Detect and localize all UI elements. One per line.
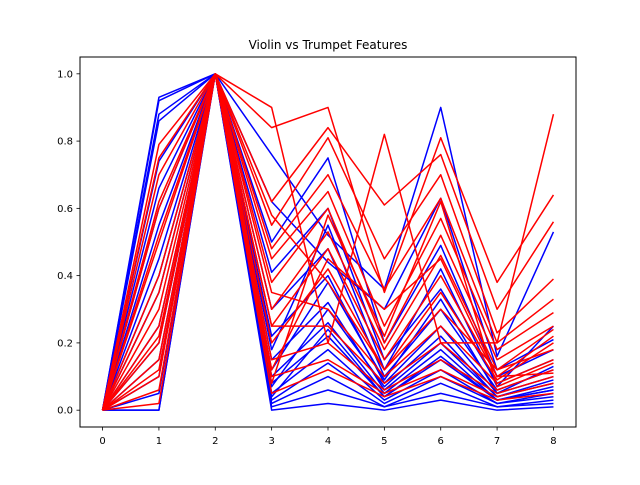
series-line-blue-5 <box>101 73 554 411</box>
series-layer <box>101 73 555 411</box>
series-line-red-25 <box>101 73 554 411</box>
y-tick-label: 1.0 <box>57 69 73 80</box>
y-tick-label: 0.8 <box>57 137 73 148</box>
series-line-red-24 <box>101 73 554 411</box>
series-line-red-28 <box>101 73 554 411</box>
series-line-red-23 <box>101 73 554 411</box>
x-tick-label: 5 <box>381 436 387 447</box>
series-line-blue-6 <box>101 73 554 411</box>
x-tick-label: 2 <box>212 436 218 447</box>
series-line-red-22 <box>101 73 554 411</box>
series-line-red-19 <box>101 73 555 411</box>
x-tick-label: 1 <box>156 436 162 447</box>
x-tick-label: 8 <box>550 436 556 447</box>
series-line-red-31 <box>102 73 554 411</box>
series-line-red-30 <box>101 73 554 411</box>
series-line-red-32 <box>102 73 554 411</box>
chart-title: Violin vs Trumpet Features <box>249 38 408 52</box>
y-tick-label: 0.0 <box>57 406 73 417</box>
axis-layer: 0 1 2 3 4 5 6 7 8 0.0 0.2 0.4 0.6 0.8 1.0 <box>57 69 557 447</box>
series-line-red-21 <box>101 73 554 411</box>
x-tick-label: 3 <box>268 436 274 447</box>
series-line-red-34 <box>101 73 554 411</box>
y-tick-label: 0.4 <box>57 271 73 282</box>
x-tick-label: 7 <box>494 436 500 447</box>
series-line-red-29 <box>101 73 554 411</box>
x-tick-label: 0 <box>99 436 105 447</box>
series-line-blue-0 <box>101 73 555 411</box>
series-line-red-20 <box>101 73 555 411</box>
series-line-red-26 <box>102 73 554 411</box>
x-tick-label: 6 <box>438 436 444 447</box>
series-line-blue-13 <box>102 73 554 411</box>
series-line-red-35 <box>101 73 554 411</box>
x-tick-label: 4 <box>325 436 331 447</box>
series-line-blue-1 <box>101 73 554 411</box>
series-line-red-27 <box>102 73 554 411</box>
series-line-red-33 <box>102 73 554 411</box>
y-tick-label: 0.2 <box>57 338 73 349</box>
y-tick-label: 0.6 <box>57 204 73 215</box>
series-line-blue-7 <box>101 73 554 411</box>
